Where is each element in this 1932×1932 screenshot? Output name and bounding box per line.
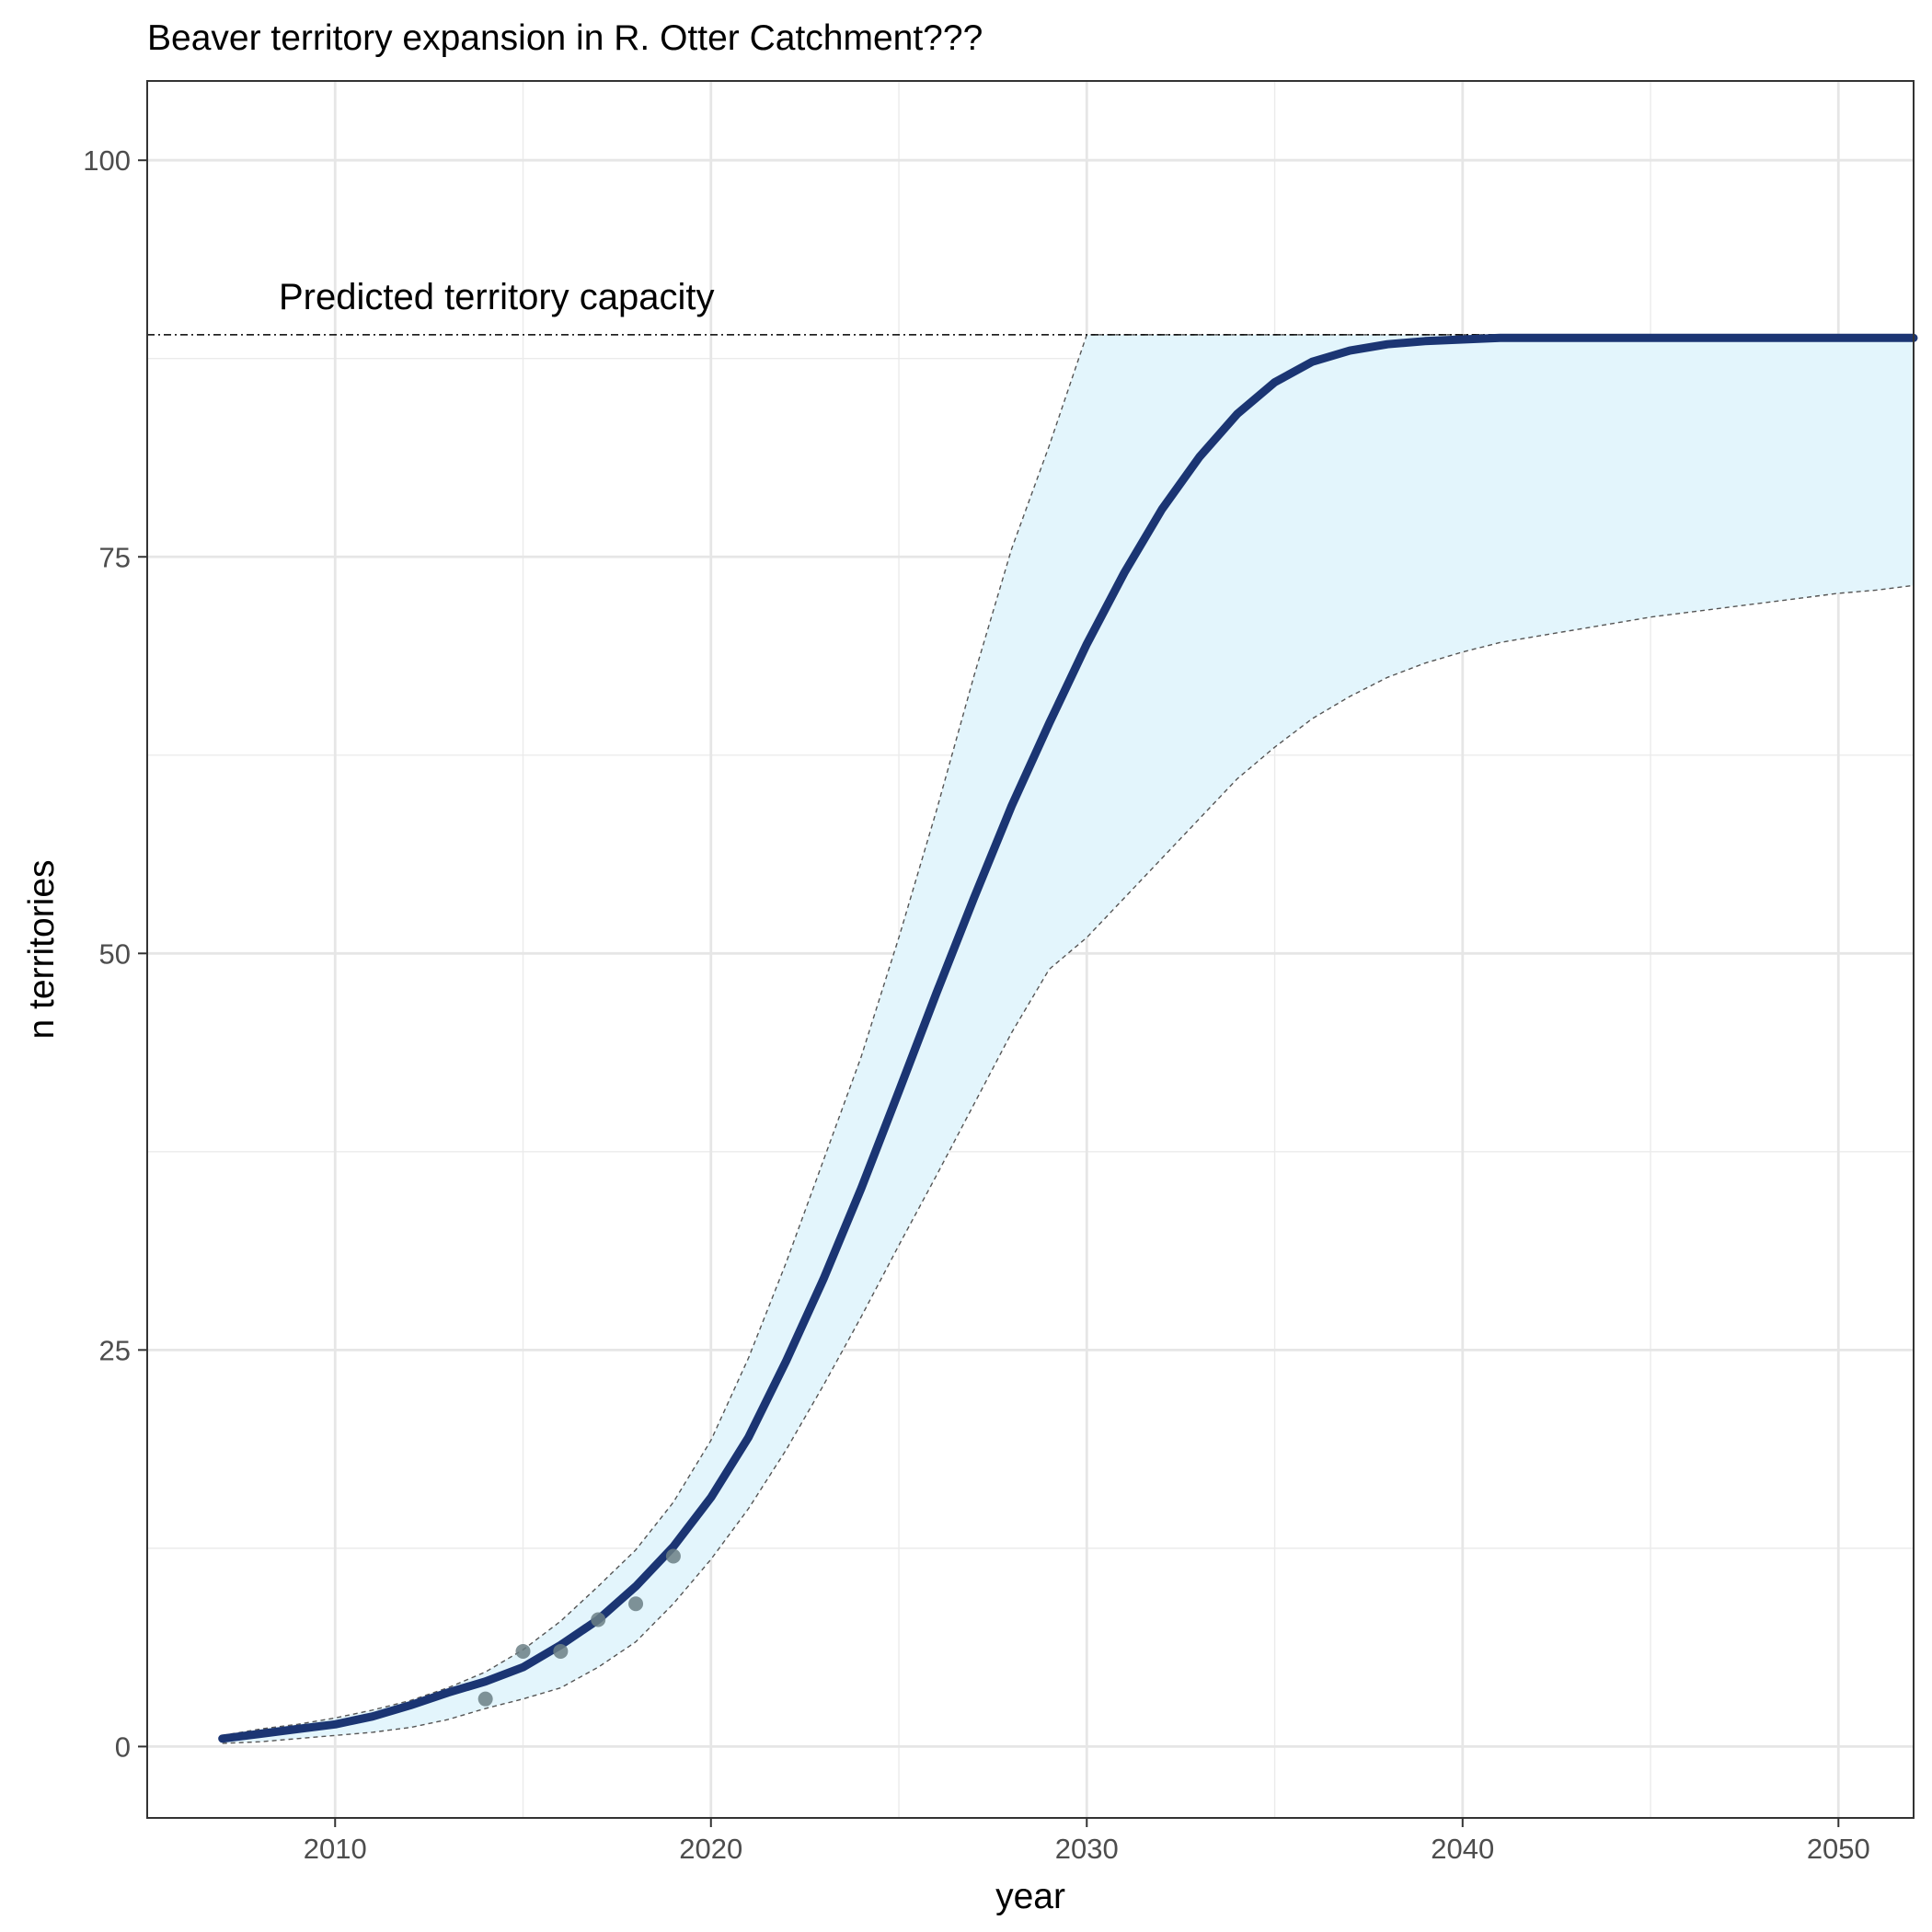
y-tick-label: 50 [99, 937, 131, 970]
observed-points-layer [477, 1548, 681, 1707]
y-tick-label: 25 [99, 1334, 131, 1366]
ribbon-lower-bound [222, 584, 1915, 1744]
fit-curve-layer [218, 333, 1918, 1743]
ribbon-area [222, 334, 1915, 1743]
observed-point [477, 1691, 493, 1707]
plot-border [146, 80, 1915, 1819]
x-tick-label: 2010 [304, 1833, 367, 1865]
observed-point [591, 1612, 606, 1627]
chart-title: Beaver territory expansion in R. Otter C… [147, 18, 983, 58]
y-axis-label: n territories [22, 859, 62, 1039]
x-tick-label: 2030 [1055, 1833, 1119, 1865]
x-axis-label: year [995, 1877, 1065, 1916]
x-tick-label: 2050 [1807, 1833, 1870, 1865]
y-tick-label: 100 [83, 144, 131, 177]
y-tick-label: 75 [99, 541, 131, 573]
observed-point [628, 1596, 644, 1612]
capacity-label: Predicted territory capacity [279, 277, 715, 317]
x-tick-label: 2040 [1431, 1833, 1494, 1865]
x-tick-label: 2020 [679, 1833, 742, 1865]
y-axis: 0 25 50 75 100 [83, 144, 147, 1763]
observed-point [553, 1643, 569, 1659]
y-tick-label: 0 [115, 1731, 131, 1763]
x-axis: 2010 2020 2030 2040 2050 [304, 1818, 1870, 1865]
observed-point [665, 1548, 681, 1564]
fit-curve [218, 333, 1918, 1743]
observed-point [515, 1643, 531, 1659]
